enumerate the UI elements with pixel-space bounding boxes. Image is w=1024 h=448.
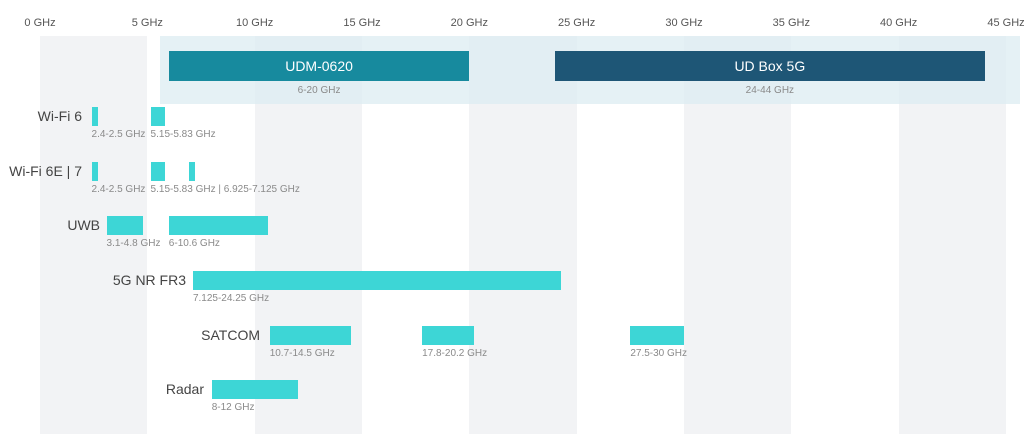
- x-tick-label: 0 GHz: [24, 17, 56, 29]
- segment-range-label: 8-12 GHz: [211, 402, 255, 413]
- product-bar: UDM-0620: [168, 51, 470, 81]
- frequency-segment-bar: [192, 271, 561, 290]
- technology-row-label: UWB: [67, 217, 100, 233]
- technology-row-label: Wi-Fi 6: [37, 108, 82, 124]
- segment-range-label: 2.4-2.5 GHz: [91, 129, 146, 140]
- frequency-segment-bar: [106, 216, 144, 235]
- x-tick-label: 25 GHz: [558, 17, 596, 29]
- frequency-segment-bar: [269, 326, 352, 345]
- x-tick-label: 5 GHz: [131, 17, 163, 29]
- segment-range-label: 7.125-24.25 GHz: [192, 293, 270, 304]
- x-tick-label: 20 GHz: [450, 17, 488, 29]
- segment-range-label: 5.15-5.83 GHz: [150, 129, 216, 140]
- x-tick-label: 45 GHz: [987, 17, 1024, 29]
- product-range-label: 6-20 GHz: [297, 85, 341, 96]
- frequency-segment-bar: [150, 107, 166, 126]
- segment-range-label: 6-10.6 GHz: [168, 238, 220, 249]
- product-bar: UD Box 5G: [555, 51, 985, 81]
- frequency-segment-bar: [422, 326, 474, 345]
- x-tick-label: 30 GHz: [665, 17, 703, 29]
- frequency-segment-bar: [91, 107, 98, 126]
- technology-row-label: SATCOM: [201, 327, 260, 343]
- frequency-segment-bar: [188, 162, 195, 181]
- product-range-label: 24-44 GHz: [745, 85, 795, 96]
- segment-range-label: 10.7-14.5 GHz: [269, 348, 335, 359]
- frequency-segment-bar: [168, 216, 268, 235]
- technology-row-label: Radar: [165, 381, 204, 397]
- segment-range-label: 5.15-5.83 GHz | 6.925-7.125 GHz: [150, 184, 300, 195]
- frequency-segment-bar: [630, 326, 684, 345]
- segment-range-label: 27.5-30 GHz: [630, 348, 688, 359]
- frequency-segment-bar: [150, 162, 166, 181]
- x-tick-label: 10 GHz: [236, 17, 274, 29]
- frequency-segment-bar: [91, 162, 98, 181]
- technology-row-label: 5G NR FR3: [112, 272, 186, 288]
- frequency-segment-bar: [211, 380, 298, 399]
- grid-column-shade: [40, 36, 148, 434]
- x-tick-label: 15 GHz: [343, 17, 381, 29]
- x-tick-label: 40 GHz: [880, 17, 918, 29]
- segment-range-label: 2.4-2.5 GHz: [91, 184, 146, 195]
- segment-range-label: 17.8-20.2 GHz: [422, 348, 488, 359]
- segment-range-label: 3.1-4.8 GHz: [106, 238, 161, 249]
- x-tick-label: 35 GHz: [772, 17, 810, 29]
- technology-row-label: Wi-Fi 6E | 7: [9, 163, 82, 179]
